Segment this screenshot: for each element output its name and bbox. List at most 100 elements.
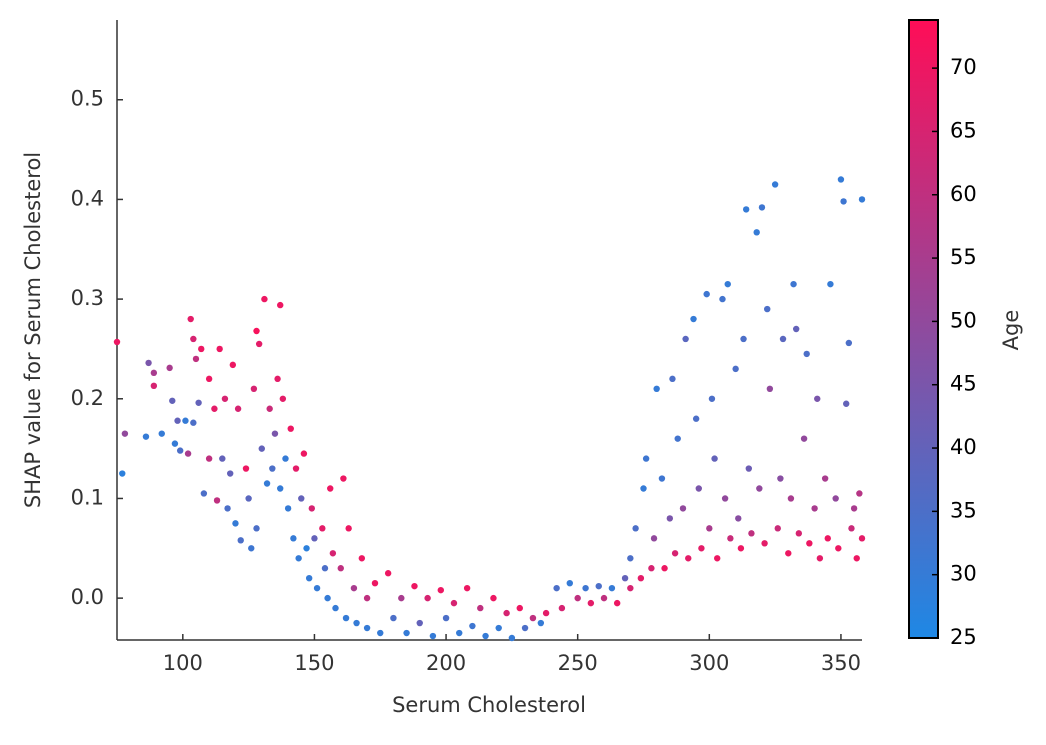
- point: [205, 455, 213, 462]
- point: [300, 450, 308, 457]
- point: [305, 574, 313, 582]
- point: [192, 355, 200, 363]
- point: [213, 497, 221, 504]
- point: [171, 440, 179, 447]
- point: [682, 335, 689, 343]
- y-tick-label: 0.3: [71, 286, 104, 310]
- point: [282, 455, 289, 462]
- point: [806, 540, 813, 547]
- point: [184, 450, 192, 457]
- point: [169, 397, 176, 404]
- point: [748, 530, 755, 537]
- point: [174, 417, 181, 424]
- point: [698, 545, 705, 552]
- point: [358, 555, 366, 562]
- point: [685, 555, 692, 562]
- point: [437, 586, 444, 594]
- point: [284, 505, 292, 512]
- point: [482, 632, 489, 640]
- point: [742, 206, 750, 213]
- point: [403, 629, 410, 637]
- point: [363, 624, 371, 632]
- point: [190, 419, 197, 426]
- point: [250, 385, 258, 393]
- point: [719, 295, 726, 303]
- point: [295, 555, 302, 562]
- point: [245, 495, 252, 502]
- point: [271, 430, 279, 437]
- point: [216, 345, 223, 353]
- point: [287, 425, 294, 432]
- point: [142, 433, 150, 440]
- point: [800, 435, 808, 442]
- point: [632, 525, 639, 532]
- point: [858, 196, 866, 203]
- point: [429, 632, 437, 640]
- colorbar-tick-label: 35: [950, 498, 977, 522]
- point: [211, 405, 218, 412]
- point: [290, 535, 297, 542]
- point: [377, 629, 384, 637]
- x-tick-label: 200: [426, 651, 466, 675]
- point: [258, 445, 265, 452]
- point: [503, 609, 510, 617]
- point: [234, 405, 242, 412]
- point: [529, 614, 537, 622]
- point: [442, 614, 450, 622]
- point: [242, 465, 250, 472]
- point: [850, 505, 858, 512]
- point: [666, 515, 674, 522]
- point: [627, 584, 634, 592]
- point: [574, 594, 581, 602]
- point: [648, 565, 655, 572]
- point: [795, 530, 803, 537]
- point: [587, 599, 595, 607]
- y-axis-label: SHAP value for Serum Cholesterol: [21, 152, 45, 508]
- point: [495, 624, 502, 632]
- point: [711, 455, 718, 462]
- point: [679, 505, 687, 512]
- point: [542, 609, 550, 617]
- colorbar-tick-label: 40: [950, 435, 977, 459]
- point: [229, 361, 237, 369]
- y-tick-label: 0.1: [71, 485, 104, 509]
- colorbar-tick-label: 50: [950, 308, 977, 332]
- colorbar-label: Age: [999, 310, 1023, 351]
- point: [226, 470, 234, 477]
- point: [787, 495, 795, 502]
- point: [721, 495, 729, 502]
- point: [613, 599, 621, 607]
- point: [342, 614, 350, 622]
- point: [824, 535, 831, 542]
- point: [771, 181, 779, 188]
- point: [608, 584, 616, 592]
- x-tick-label: 350: [821, 651, 861, 675]
- point: [279, 395, 287, 402]
- point: [553, 584, 560, 592]
- x-tick-label: 100: [163, 651, 203, 675]
- point: [303, 545, 310, 552]
- point: [508, 634, 516, 642]
- point: [411, 582, 418, 590]
- point: [785, 550, 792, 557]
- point: [714, 555, 721, 562]
- point: [695, 485, 702, 492]
- point: [298, 495, 305, 502]
- x-tick-label: 250: [558, 651, 598, 675]
- point: [848, 525, 855, 532]
- colorbar-tick-label: 45: [950, 372, 977, 396]
- point: [671, 550, 679, 557]
- point: [779, 335, 787, 343]
- point: [756, 485, 763, 492]
- point: [658, 475, 666, 482]
- colorbar-tick-label: 65: [950, 118, 977, 142]
- point: [843, 400, 850, 407]
- point: [737, 545, 745, 552]
- point: [248, 545, 255, 552]
- point: [566, 579, 573, 587]
- y-tick-label: 0.4: [71, 186, 104, 210]
- colorbar-tick-label: 25: [950, 625, 977, 649]
- point: [292, 465, 300, 472]
- point: [595, 582, 602, 590]
